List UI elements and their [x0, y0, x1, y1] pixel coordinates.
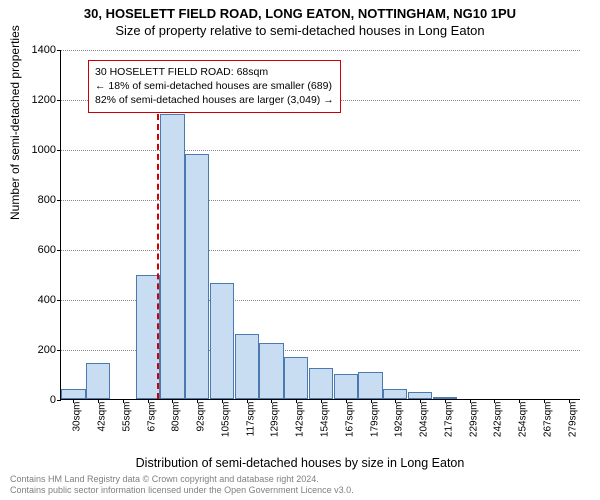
x-tick-label: 80sqm	[171, 402, 182, 432]
page-title-sub: Size of property relative to semi-detach…	[0, 23, 600, 38]
x-tick-label: 129sqm	[270, 402, 281, 438]
infobox-line1: 30 HOSELETT FIELD ROAD: 68sqm	[95, 65, 334, 79]
x-tick-label: 204sqm	[419, 402, 430, 438]
gridline	[61, 150, 580, 151]
histogram-bar	[309, 368, 333, 399]
y-tick-mark	[57, 300, 61, 301]
x-tick-label: 217sqm	[443, 402, 454, 438]
y-tick-mark	[57, 200, 61, 201]
histogram-bar	[235, 334, 259, 399]
infobox-line3: 82% of semi-detached houses are larger (…	[95, 93, 334, 107]
gridline	[61, 50, 580, 51]
footnote-line2: Contains public sector information licen…	[10, 485, 590, 496]
histogram-bar	[136, 275, 160, 399]
property-marker-line	[157, 114, 159, 399]
x-tick-label: 92sqm	[196, 402, 207, 432]
histogram-bar	[185, 154, 209, 399]
y-axis-label: Number of semi-detached properties	[8, 25, 22, 220]
x-tick-label: 192sqm	[394, 402, 405, 438]
footnote-line1: Contains HM Land Registry data © Crown c…	[10, 474, 590, 485]
y-tick-label: 800	[21, 194, 56, 206]
y-tick-label: 1400	[21, 44, 56, 56]
footnote: Contains HM Land Registry data © Crown c…	[10, 474, 590, 497]
x-tick-label: 229sqm	[468, 402, 479, 438]
gridline	[61, 200, 580, 201]
x-tick-label: 117sqm	[245, 402, 256, 437]
y-tick-mark	[57, 100, 61, 101]
histogram-bar	[61, 389, 85, 399]
y-tick-mark	[57, 250, 61, 251]
y-tick-label: 400	[21, 294, 56, 306]
y-tick-label: 0	[21, 394, 56, 406]
x-tick-label: 179sqm	[369, 402, 380, 438]
x-tick-label: 279sqm	[567, 402, 578, 438]
x-tick-label: 254sqm	[518, 402, 529, 438]
y-tick-label: 200	[21, 344, 56, 356]
histogram-bar	[408, 392, 432, 400]
x-tick-label: 142sqm	[295, 402, 306, 438]
histogram-bar	[259, 343, 283, 399]
histogram-bar	[284, 357, 308, 400]
page-title-main: 30, HOSELETT FIELD ROAD, LONG EATON, NOT…	[0, 6, 600, 21]
x-tick-label: 42sqm	[97, 402, 108, 432]
infobox-line2: ← 18% of semi-detached houses are smalle…	[95, 79, 334, 93]
y-tick-label: 1000	[21, 144, 56, 156]
x-tick-label: 154sqm	[320, 402, 331, 438]
histogram-bar	[383, 389, 407, 399]
x-tick-label: 267sqm	[542, 402, 553, 438]
histogram-bar	[160, 114, 184, 399]
x-tick-label: 30sqm	[72, 402, 83, 432]
y-tick-mark	[57, 350, 61, 351]
histogram-bar	[358, 372, 382, 400]
x-tick-label: 55sqm	[121, 402, 132, 432]
gridline	[61, 250, 580, 251]
chart-area: 020040060080010001200140030sqm42sqm55sqm…	[60, 50, 580, 400]
x-axis-label: Distribution of semi-detached houses by …	[0, 456, 600, 470]
histogram-bar	[210, 283, 234, 399]
y-tick-label: 1200	[21, 94, 56, 106]
histogram-bar	[86, 363, 110, 399]
x-tick-label: 67sqm	[146, 402, 157, 432]
x-tick-label: 167sqm	[344, 402, 355, 438]
y-tick-label: 600	[21, 244, 56, 256]
x-tick-label: 242sqm	[493, 402, 504, 438]
y-tick-mark	[57, 400, 61, 401]
y-tick-mark	[57, 50, 61, 51]
x-tick-label: 105sqm	[220, 402, 231, 438]
highlight-info-box: 30 HOSELETT FIELD ROAD: 68sqm ← 18% of s…	[88, 60, 341, 113]
y-tick-mark	[57, 150, 61, 151]
histogram-bar	[334, 374, 358, 399]
